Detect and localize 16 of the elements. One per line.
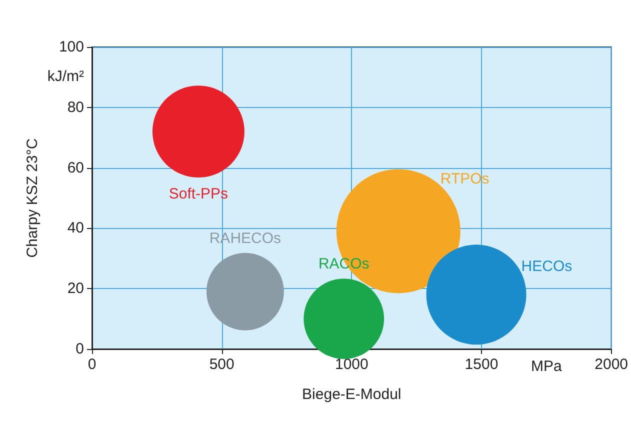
- y-tick-label: 0: [76, 340, 84, 358]
- x-tick-label: 1000: [334, 356, 368, 373]
- x-tick-label: 500: [209, 356, 234, 373]
- x-tick-label: 2000: [594, 356, 628, 373]
- series-label: HECOs: [521, 258, 572, 276]
- y-tick-label: 40: [67, 220, 84, 237]
- x-axis-title: Biege-E-Modul: [302, 386, 402, 403]
- x-tick-label: 1500: [464, 356, 498, 373]
- y-tick-label: 100: [58, 38, 84, 56]
- x-tick-label: 0: [88, 356, 96, 373]
- text: MPa: [530, 358, 562, 375]
- text: kJ/m²: [47, 68, 84, 86]
- y-axis-title: Charpy KSZ 23°C: [24, 138, 41, 258]
- y-tick-label: 20: [67, 280, 84, 298]
- y-tick-label: 80: [67, 98, 84, 116]
- y-tick-label: 60: [67, 159, 84, 176]
